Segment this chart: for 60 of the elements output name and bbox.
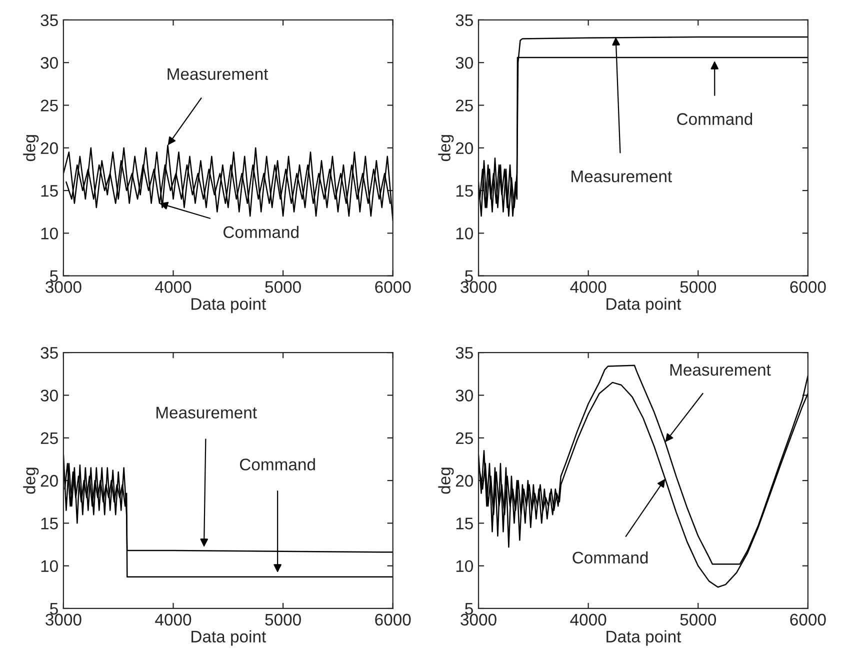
y-tick-label: 35 [456, 346, 473, 359]
y-tick-label: 15 [456, 185, 473, 197]
y-axis-title: deg [23, 135, 39, 162]
annotation: Measurement [156, 406, 257, 418]
x-axis-title: Data point [606, 630, 682, 646]
x-axis-title: Data point [192, 630, 266, 646]
x-tick-label: 4000 [155, 614, 192, 626]
y-tick-label: 10 [41, 228, 58, 240]
y-axis-title: deg [23, 468, 39, 494]
y-tick-label: 20 [40, 142, 58, 154]
y-tick-label: 25 [456, 432, 473, 444]
y-tick-label: 30 [40, 390, 58, 402]
x-tick-label: 6000 [790, 281, 826, 293]
x-tick-label: 4000 [570, 614, 606, 626]
annotation: Measurement [670, 364, 771, 376]
y-tick-label: 20 [456, 142, 474, 154]
y-tick-label: 30 [456, 57, 474, 69]
annotation: Measurement [572, 170, 672, 182]
x-tick-label: 3000 [460, 614, 496, 626]
y-tick-label: 10 [41, 560, 58, 572]
y-tick-label: 15 [41, 518, 58, 530]
y-axis-title: deg [438, 135, 454, 162]
y-tick-label: 5 [465, 603, 473, 615]
annotation: Command [224, 226, 298, 238]
y-tick-label: 25 [40, 432, 58, 444]
y-tick-label: 10 [456, 228, 474, 240]
x-tick-label: 3000 [460, 281, 496, 293]
y-tick-label: 35 [456, 14, 473, 26]
annotation: Command [240, 458, 315, 470]
x-tick-label: 6000 [790, 614, 826, 626]
x-tick-label: 6000 [375, 281, 411, 293]
y-tick-label: 5 [50, 603, 58, 615]
y-tick-label: 15 [456, 518, 473, 530]
y-tick-label: 20 [40, 474, 58, 487]
y-tick-label: 10 [456, 560, 474, 572]
x-axis-title: Data point [192, 298, 266, 314]
x-tick-label: 5000 [265, 281, 301, 293]
x-tick-label: 4000 [570, 281, 606, 293]
x-axis-title: Data point [606, 298, 682, 314]
y-tick-label: 5 [50, 270, 58, 282]
y-tick-label: 35 [40, 346, 58, 359]
x-tick-label: 5000 [680, 281, 716, 293]
y-axis-title: deg [438, 468, 454, 494]
x-tick-label: 6000 [375, 614, 411, 626]
x-tick-label: 5000 [680, 614, 716, 626]
annotation: Measurement [168, 68, 268, 80]
y-tick-label: 5 [465, 270, 473, 282]
y-tick-label: 25 [456, 100, 473, 112]
y-tick-label: 15 [41, 185, 58, 197]
x-tick-label: 3000 [46, 281, 82, 293]
y-tick-label: 30 [456, 390, 474, 402]
annotation: Command [677, 112, 752, 125]
annotation: Command [572, 551, 648, 564]
x-tick-label: 4000 [155, 281, 192, 293]
y-tick-label: 20 [456, 474, 474, 487]
y-tick-label: 35 [40, 14, 58, 26]
y-tick-label: 25 [40, 100, 58, 112]
x-tick-label: 5000 [265, 614, 301, 626]
y-tick-label: 30 [40, 57, 58, 69]
x-tick-label: 3000 [46, 614, 82, 626]
